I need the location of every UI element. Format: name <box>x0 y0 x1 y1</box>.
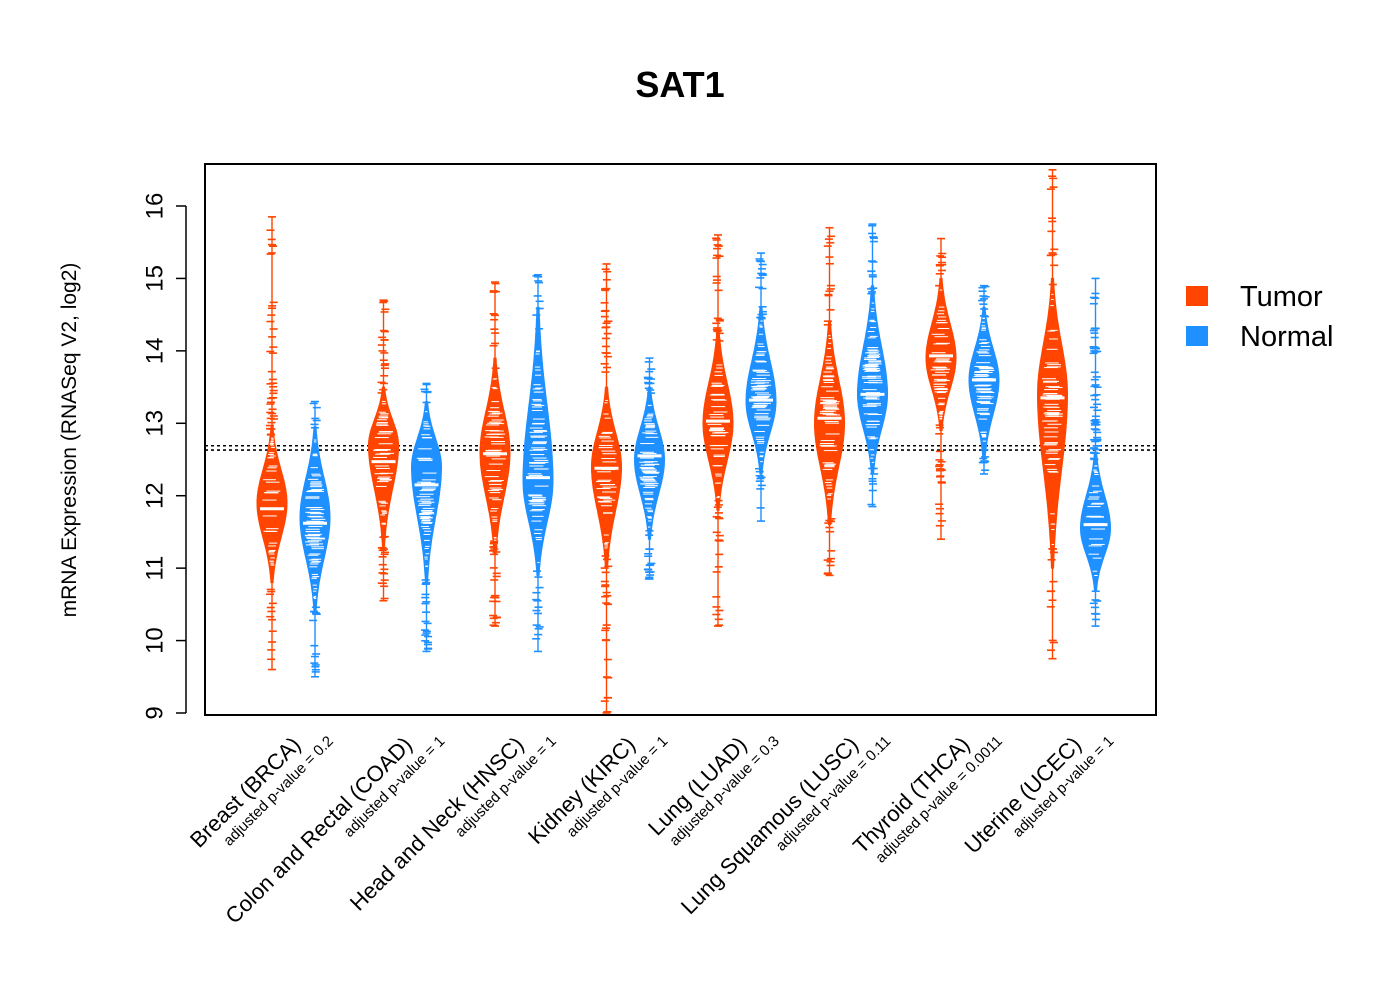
legend: Tumor Normal <box>1186 281 1333 353</box>
legend-swatch <box>1186 286 1208 306</box>
y-tick-label: 9 <box>141 706 168 719</box>
violin-body <box>1037 277 1068 569</box>
y-tick-label: 13 <box>141 410 168 437</box>
legend-swatch <box>1186 326 1208 346</box>
category-group <box>814 223 888 577</box>
y-tick-label: 14 <box>141 338 168 365</box>
x-axis-labels: Breast (BRCA)adjusted p-value = 0.2Colon… <box>185 732 1117 929</box>
y-tick-label: 10 <box>141 627 168 654</box>
y-tick-label: 15 <box>141 265 168 292</box>
category-group <box>479 274 554 653</box>
plot-frame <box>204 163 1157 716</box>
violin-body <box>745 306 777 475</box>
category-group <box>702 234 777 627</box>
chart-title: SAT1 <box>635 64 724 105</box>
violin-body <box>411 401 442 584</box>
violin-body <box>256 426 288 584</box>
category-group <box>925 237 1000 540</box>
violins-layer <box>256 168 1111 714</box>
legend-label: Normal <box>1240 321 1333 353</box>
y-tick-label: 12 <box>141 482 168 509</box>
violin-body <box>634 386 665 540</box>
category-label: Lung Squamous (LUSC) <box>676 732 863 919</box>
category-group <box>591 263 665 714</box>
legend-label: Tumor <box>1240 281 1323 313</box>
violin-body <box>591 386 622 569</box>
y-axis-label: mRNA Expression (RNASeq V2, log2) <box>58 263 81 618</box>
y-tick-label: 16 <box>141 193 168 220</box>
y-tick-label: 11 <box>141 556 168 581</box>
violin-body <box>368 386 399 547</box>
category-group <box>256 216 331 678</box>
violin-body <box>857 285 888 475</box>
y-axis: 9 10 11 12 13 14 15 16 <box>141 193 187 720</box>
category-group <box>368 299 442 653</box>
violin-body <box>968 306 1000 460</box>
category-group <box>1037 168 1111 660</box>
reference-lines <box>205 444 1156 451</box>
